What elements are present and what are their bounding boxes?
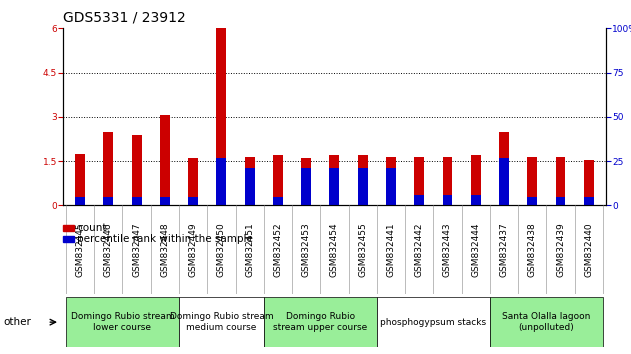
Bar xyxy=(301,168,311,205)
Bar xyxy=(415,195,424,205)
Bar xyxy=(442,156,452,205)
Bar xyxy=(499,158,509,205)
Bar xyxy=(216,28,227,205)
Text: GDS5331 / 23912: GDS5331 / 23912 xyxy=(63,11,186,25)
Bar xyxy=(358,155,368,205)
Text: count: count xyxy=(77,223,107,233)
Text: Domingo Rubio stream
medium course: Domingo Rubio stream medium course xyxy=(170,313,273,332)
Text: GSM832443: GSM832443 xyxy=(443,222,452,277)
Bar xyxy=(329,155,339,205)
Bar xyxy=(245,156,254,205)
Bar xyxy=(160,198,170,205)
Bar xyxy=(386,168,396,205)
Text: GSM832442: GSM832442 xyxy=(415,222,424,277)
Text: GSM832452: GSM832452 xyxy=(273,222,283,277)
Text: Domingo Rubio stream
lower course: Domingo Rubio stream lower course xyxy=(71,313,174,332)
Text: GSM832447: GSM832447 xyxy=(132,222,141,277)
Text: GSM832451: GSM832451 xyxy=(245,222,254,277)
Bar xyxy=(528,156,537,205)
FancyBboxPatch shape xyxy=(66,297,179,347)
Bar xyxy=(273,155,283,205)
Bar xyxy=(216,158,227,205)
Bar xyxy=(584,160,594,205)
Bar xyxy=(132,198,141,205)
Bar xyxy=(555,156,565,205)
Bar xyxy=(499,132,509,205)
Bar xyxy=(132,135,141,205)
FancyBboxPatch shape xyxy=(179,297,264,347)
FancyBboxPatch shape xyxy=(490,297,603,347)
Text: GSM832437: GSM832437 xyxy=(500,222,509,277)
Text: phosphogypsum stacks: phosphogypsum stacks xyxy=(380,318,487,327)
Text: Domingo Rubio
stream upper course: Domingo Rubio stream upper course xyxy=(273,313,367,332)
Text: GSM832454: GSM832454 xyxy=(330,222,339,277)
Text: GSM832441: GSM832441 xyxy=(386,222,396,277)
Bar xyxy=(160,115,170,205)
Text: GSM832446: GSM832446 xyxy=(104,222,113,277)
Text: GSM832445: GSM832445 xyxy=(76,222,85,277)
Text: GSM832440: GSM832440 xyxy=(584,222,593,277)
Bar xyxy=(301,158,311,205)
Bar xyxy=(103,132,114,205)
Text: GSM832438: GSM832438 xyxy=(528,222,537,277)
Bar xyxy=(358,168,368,205)
FancyBboxPatch shape xyxy=(377,297,490,347)
Bar xyxy=(528,198,537,205)
Bar xyxy=(555,198,565,205)
Bar xyxy=(75,198,85,205)
Text: GSM832453: GSM832453 xyxy=(302,222,310,277)
Bar xyxy=(415,156,424,205)
Text: GSM832448: GSM832448 xyxy=(160,222,169,277)
Text: other: other xyxy=(3,317,31,327)
Bar xyxy=(103,198,114,205)
Text: GSM832455: GSM832455 xyxy=(358,222,367,277)
Text: GSM832439: GSM832439 xyxy=(556,222,565,277)
Text: GSM832449: GSM832449 xyxy=(189,222,198,277)
Text: Santa Olalla lagoon
(unpolluted): Santa Olalla lagoon (unpolluted) xyxy=(502,313,591,332)
Bar xyxy=(442,195,452,205)
Bar xyxy=(245,168,254,205)
Text: GSM832450: GSM832450 xyxy=(217,222,226,277)
Text: percentile rank within the sample: percentile rank within the sample xyxy=(77,234,253,244)
FancyBboxPatch shape xyxy=(264,297,377,347)
Bar xyxy=(188,158,198,205)
Bar xyxy=(471,155,481,205)
Bar xyxy=(471,195,481,205)
Bar xyxy=(75,154,85,205)
Bar xyxy=(386,156,396,205)
Bar xyxy=(584,198,594,205)
Bar xyxy=(273,198,283,205)
Text: GSM832444: GSM832444 xyxy=(471,222,480,277)
Bar xyxy=(329,168,339,205)
Bar xyxy=(188,198,198,205)
